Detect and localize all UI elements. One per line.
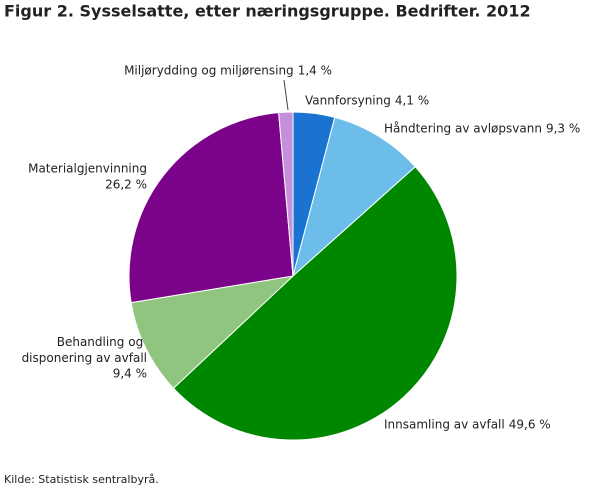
slice-label: Behandling og disponering av avfall <box>22 335 147 365</box>
pie-slice <box>130 275 295 389</box>
slice-label: Vannforsyning <box>305 94 391 108</box>
slice-label: Håndtering av avløpsvann <box>384 122 542 136</box>
slice-value-label: 9,4 % <box>113 367 147 381</box>
slice-label: Innsamling av avfall <box>384 418 505 432</box>
source: Kilde: Statistisk sentralbyrå. <box>4 473 159 486</box>
leader-line <box>283 79 289 111</box>
slice-label: Miljørydding og miljørensing <box>124 64 294 78</box>
slice-value-label: 49,6 % <box>509 418 551 432</box>
pie-slice <box>172 166 458 441</box>
slice-value-label: 4,1 % <box>395 94 429 108</box>
slice-value-label: 1,4 % <box>298 64 332 78</box>
pie-slice <box>278 111 294 277</box>
pie-slice <box>292 116 417 278</box>
slice-value-label: 26,2 % <box>105 178 147 192</box>
slice-value-label: 9,3 % <box>546 122 580 136</box>
pie-slice <box>128 112 294 304</box>
chart-title: Figur 2. Sysselsatte, etter næringsgrupp… <box>4 2 531 21</box>
slice-label: Materialgjenvinning <box>28 162 147 176</box>
